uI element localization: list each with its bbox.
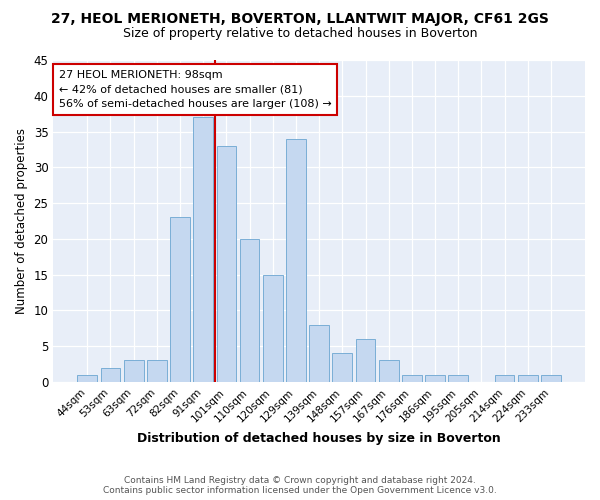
Bar [170,218,190,382]
Bar [124,360,143,382]
Bar [402,375,422,382]
Bar [356,339,376,382]
Bar [448,375,468,382]
Text: Size of property relative to detached houses in Boverton: Size of property relative to detached ho… [123,28,477,40]
Bar [77,375,97,382]
Text: 27 HEOL MERIONETH: 98sqm
← 42% of detached houses are smaller (81)
56% of semi-d: 27 HEOL MERIONETH: 98sqm ← 42% of detach… [59,70,331,110]
Bar [147,360,167,382]
X-axis label: Distribution of detached houses by size in Boverton: Distribution of detached houses by size … [137,432,501,445]
Text: Contains HM Land Registry data © Crown copyright and database right 2024.
Contai: Contains HM Land Registry data © Crown c… [103,476,497,495]
Bar [425,375,445,382]
Bar [495,375,514,382]
Bar [518,375,538,382]
Bar [263,274,283,382]
Bar [217,146,236,382]
Bar [332,354,352,382]
Bar [541,375,561,382]
Y-axis label: Number of detached properties: Number of detached properties [15,128,28,314]
Bar [193,117,213,382]
Bar [379,360,398,382]
Bar [286,138,306,382]
Text: 27, HEOL MERIONETH, BOVERTON, LLANTWIT MAJOR, CF61 2GS: 27, HEOL MERIONETH, BOVERTON, LLANTWIT M… [51,12,549,26]
Bar [101,368,121,382]
Bar [309,324,329,382]
Bar [240,239,259,382]
